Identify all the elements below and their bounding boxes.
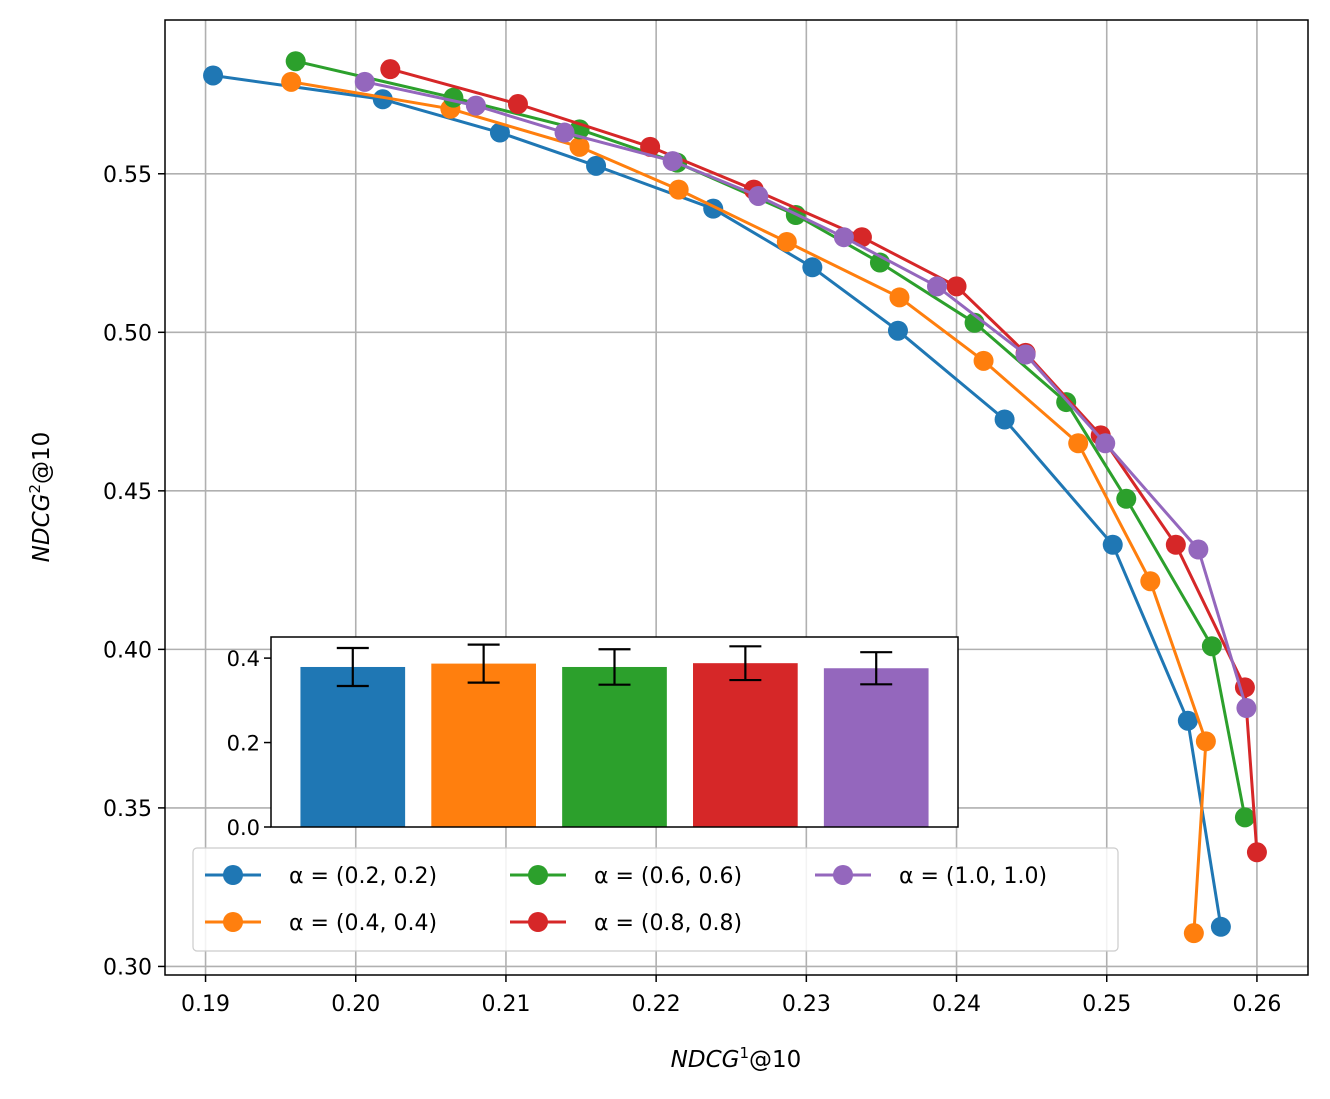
series-5 bbox=[354, 71, 1257, 719]
series-2 bbox=[281, 71, 1216, 944]
data-point bbox=[1210, 916, 1231, 937]
inset-frame bbox=[270, 636, 959, 828]
legend: α = (0.2, 0.2) α = (0.4, 0.4) α = (0.6, 0.… bbox=[192, 847, 1119, 952]
legend-frame bbox=[192, 847, 1119, 952]
data-point bbox=[1201, 636, 1222, 657]
data-point bbox=[640, 136, 661, 157]
data-point bbox=[668, 179, 689, 200]
data-point bbox=[1116, 488, 1137, 509]
legend-marker bbox=[223, 865, 243, 885]
x-tick-label: 0.19 bbox=[181, 992, 230, 1017]
data-point bbox=[662, 151, 683, 172]
legend-item-4: α = (0.8, 0.8) bbox=[510, 911, 742, 936]
series-layer bbox=[203, 51, 1267, 944]
x-tick-label: 0.21 bbox=[481, 992, 530, 1017]
data-point bbox=[1102, 534, 1123, 555]
legend-marker bbox=[223, 912, 243, 932]
x-axis: 0.19 0.20 0.21 0.22 0.23 0.24 0.25 0.26 bbox=[181, 975, 1281, 1017]
inset-y-tick-label: 0.0 bbox=[227, 816, 260, 840]
data-point bbox=[887, 320, 908, 341]
y-tick-label: 0.40 bbox=[103, 638, 152, 663]
legend-entries: α = (0.2, 0.2) α = (0.4, 0.4) α = (0.6, 0.… bbox=[205, 864, 1047, 936]
y-axis-title: NDCG2@10 bbox=[26, 432, 55, 563]
y-axis: 0.30 0.35 0.40 0.45 0.50 0.55 bbox=[103, 163, 165, 980]
legend-label: α = (0.8, 0.8) bbox=[594, 911, 742, 936]
data-point bbox=[1246, 842, 1267, 863]
inset-bar-chart: 0.0 0.2 0.4 bbox=[227, 636, 959, 840]
data-point bbox=[1234, 807, 1255, 828]
inset-bar bbox=[693, 663, 798, 827]
data-point bbox=[748, 185, 769, 206]
data-point bbox=[994, 409, 1015, 430]
legend-item-3: α = (0.6, 0.6) bbox=[510, 864, 742, 889]
legend-marker bbox=[528, 912, 548, 932]
data-point bbox=[1188, 539, 1209, 560]
inset-bar bbox=[562, 666, 667, 827]
legend-marker bbox=[528, 865, 548, 885]
data-point bbox=[354, 71, 375, 92]
data-point bbox=[285, 51, 306, 72]
inset-bar bbox=[300, 666, 406, 827]
data-point bbox=[927, 276, 948, 297]
legend-item-2: α = (0.4, 0.4) bbox=[205, 911, 437, 936]
data-point bbox=[851, 227, 872, 248]
x-tick-label: 0.25 bbox=[1082, 992, 1131, 1017]
data-point bbox=[281, 71, 302, 92]
data-point bbox=[889, 287, 910, 308]
data-point bbox=[1140, 571, 1161, 592]
data-point bbox=[946, 276, 967, 297]
x-tick-label: 0.20 bbox=[331, 992, 380, 1017]
data-point bbox=[802, 257, 823, 278]
inset-bar bbox=[823, 668, 929, 827]
legend-label: α = (1.0, 1.0) bbox=[899, 864, 1047, 889]
data-point bbox=[465, 95, 486, 116]
data-point bbox=[203, 65, 224, 86]
inset-y-tick-label: 0.2 bbox=[227, 732, 260, 756]
data-point bbox=[1177, 710, 1198, 731]
x-axis-title: NDCG1@10 bbox=[671, 1044, 802, 1073]
inset-bar bbox=[431, 663, 536, 827]
data-point bbox=[586, 155, 607, 176]
plot-frame bbox=[164, 19, 1309, 976]
y-tick-label: 0.30 bbox=[103, 955, 152, 980]
data-point bbox=[372, 89, 393, 110]
y-tick-label: 0.35 bbox=[103, 797, 152, 822]
data-point bbox=[973, 350, 994, 371]
data-point bbox=[569, 136, 590, 157]
legend-item-1: α = (0.2, 0.2) bbox=[205, 864, 437, 889]
y-tick-label: 0.45 bbox=[103, 480, 152, 505]
data-point bbox=[380, 59, 401, 80]
data-point bbox=[507, 94, 528, 115]
series-1 bbox=[203, 65, 1231, 937]
inset-bars bbox=[300, 643, 929, 827]
data-point bbox=[1095, 433, 1116, 454]
inset-y-axis: 0.0 0.2 0.4 bbox=[227, 647, 271, 840]
x-tick-label: 0.24 bbox=[932, 992, 981, 1017]
legend-item-5: α = (1.0, 1.0) bbox=[815, 864, 1047, 889]
data-point bbox=[1015, 344, 1036, 365]
data-point bbox=[1068, 433, 1089, 454]
y-tick-label: 0.55 bbox=[103, 163, 152, 188]
plot-area bbox=[165, 20, 1308, 975]
legend-label: α = (0.4, 0.4) bbox=[289, 911, 437, 936]
legend-label: α = (0.2, 0.2) bbox=[289, 864, 437, 889]
inset-y-tick-label: 0.4 bbox=[227, 647, 260, 671]
data-point bbox=[554, 122, 575, 143]
data-point bbox=[1183, 923, 1204, 944]
data-point bbox=[1195, 731, 1216, 752]
legend-marker bbox=[833, 865, 853, 885]
y-tick-label: 0.50 bbox=[103, 321, 152, 346]
x-tick-label: 0.22 bbox=[632, 992, 681, 1017]
data-point bbox=[1236, 698, 1257, 719]
data-point bbox=[833, 227, 854, 248]
x-tick-label: 0.26 bbox=[1232, 992, 1281, 1017]
x-tick-label: 0.23 bbox=[782, 992, 831, 1017]
data-point bbox=[1165, 534, 1186, 555]
data-point bbox=[776, 231, 797, 252]
data-point bbox=[443, 87, 464, 108]
legend-label: α = (0.6, 0.6) bbox=[594, 864, 742, 889]
data-point bbox=[489, 122, 510, 143]
